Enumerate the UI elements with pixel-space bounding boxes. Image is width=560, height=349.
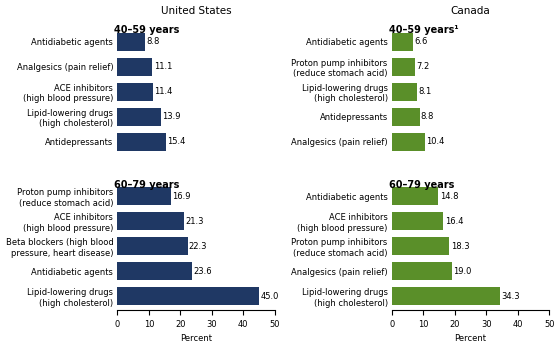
Bar <box>392 187 438 206</box>
Bar <box>392 58 414 76</box>
Bar <box>118 58 152 76</box>
Text: 8.1: 8.1 <box>419 87 432 96</box>
Bar <box>392 288 500 305</box>
Title: United States: United States <box>161 6 231 16</box>
Text: 18.3: 18.3 <box>451 242 469 251</box>
Text: 16.4: 16.4 <box>445 217 463 226</box>
Text: 40–59 years: 40–59 years <box>114 25 180 35</box>
Text: 11.4: 11.4 <box>155 87 173 96</box>
Bar <box>118 288 259 305</box>
Bar <box>118 83 153 101</box>
Text: 14.8: 14.8 <box>440 192 458 201</box>
Text: 40–59 years¹: 40–59 years¹ <box>389 25 459 35</box>
Bar <box>118 187 171 206</box>
Text: 34.3: 34.3 <box>501 292 520 301</box>
Text: 22.3: 22.3 <box>189 242 207 251</box>
Text: 21.3: 21.3 <box>186 217 204 226</box>
Bar <box>392 32 413 51</box>
Text: 60–79 years: 60–79 years <box>114 180 180 190</box>
Text: 10.4: 10.4 <box>426 137 444 146</box>
Text: 13.9: 13.9 <box>162 112 181 121</box>
Text: 45.0: 45.0 <box>260 292 279 301</box>
Text: 16.9: 16.9 <box>172 192 190 201</box>
Bar <box>392 237 450 255</box>
Title: Canada: Canada <box>451 6 491 16</box>
Bar <box>118 107 161 126</box>
Bar <box>392 133 424 150</box>
Bar <box>118 262 192 281</box>
Text: 6.6: 6.6 <box>414 37 427 46</box>
Bar <box>392 107 419 126</box>
Text: 15.4: 15.4 <box>167 137 185 146</box>
Text: 60–79 years: 60–79 years <box>389 180 454 190</box>
Bar <box>118 133 166 150</box>
X-axis label: Percent: Percent <box>180 334 212 343</box>
Text: 8.8: 8.8 <box>421 112 434 121</box>
Text: 11.1: 11.1 <box>153 62 172 71</box>
Text: 19.0: 19.0 <box>453 267 472 276</box>
Bar <box>392 213 444 230</box>
Text: 23.6: 23.6 <box>193 267 212 276</box>
Bar <box>392 262 452 281</box>
Text: 7.2: 7.2 <box>416 62 429 71</box>
X-axis label: Percent: Percent <box>455 334 487 343</box>
Text: 8.8: 8.8 <box>146 37 160 46</box>
Bar <box>118 213 184 230</box>
Bar <box>118 237 188 255</box>
Bar <box>118 32 145 51</box>
Bar <box>392 83 417 101</box>
